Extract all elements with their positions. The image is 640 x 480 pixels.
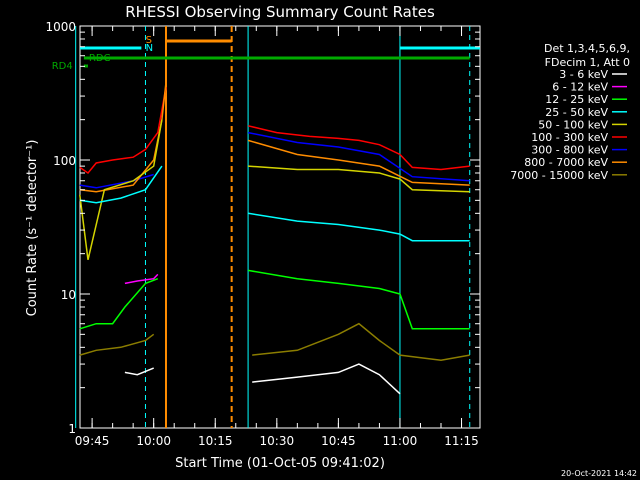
series-line xyxy=(247,125,470,171)
y-tick-label: 1000 xyxy=(45,20,76,34)
series-line xyxy=(79,165,163,204)
chart-title: RHESSI Observing Summary Count Rates xyxy=(125,3,435,21)
x-tick-label: 10:30 xyxy=(260,434,295,448)
x-tick-label: 11:15 xyxy=(444,434,479,448)
series-line xyxy=(124,367,154,376)
series-line xyxy=(247,269,470,330)
legend-entry-label: 50 - 100 keV xyxy=(538,118,608,131)
x-tick-label: 10:45 xyxy=(321,434,356,448)
legend-entry-label: 7000 - 15000 keV xyxy=(510,169,608,182)
legend-header: Det 1,3,4,5,6,9, xyxy=(544,42,630,55)
series-line xyxy=(79,173,154,189)
x-axis-label: Start Time (01-Oct-05 09:41:02) xyxy=(175,456,385,471)
x-tick-label: 10:15 xyxy=(198,434,233,448)
legend-entry-label: 800 - 7000 keV xyxy=(524,156,608,169)
series-line xyxy=(79,119,163,260)
legend-entry-label: 100 - 300 keV xyxy=(531,131,608,144)
axis-ticks: 1 10 100 1000 09:45 10:00 10:15 10:30 10:45 11:00… xyxy=(45,20,480,448)
flag-label: RDC xyxy=(89,53,111,64)
y-tick-label: 100 xyxy=(53,154,76,168)
y-axis-label: Count Rate (s⁻¹ detector⁻¹) xyxy=(25,140,40,317)
legend-header: FDecim 1, Att 0 xyxy=(545,56,630,69)
plot-area: SN RDC RD4 xyxy=(52,25,481,429)
series-line xyxy=(247,139,470,186)
legend: Det 1,3,4,5,6,9,FDecim 1, Att 03 - 6 keV… xyxy=(510,42,630,182)
series-line xyxy=(124,273,159,285)
legend-entry-label: 300 - 800 keV xyxy=(531,144,608,157)
x-tick-label: 11:00 xyxy=(383,434,418,448)
flag-label: S xyxy=(146,35,152,46)
footer-date: 20-Oct-2021 14:42 xyxy=(561,469,637,478)
legend-entry-label: 3 - 6 keV xyxy=(559,68,608,81)
legend-entry-label: 25 - 50 keV xyxy=(545,106,608,119)
series-line xyxy=(79,86,167,175)
y-tick-label: 10 xyxy=(61,288,76,302)
flag-label: RD4 xyxy=(52,61,73,72)
series-line xyxy=(79,277,159,330)
y-tick-label: 1 xyxy=(68,422,76,436)
series-line xyxy=(247,212,470,242)
series-line xyxy=(79,333,155,356)
series-line xyxy=(248,165,470,193)
flag-label: N xyxy=(146,43,153,54)
legend-entry-label: 6 - 12 keV xyxy=(552,81,608,94)
x-tick-label: 10:00 xyxy=(136,434,171,448)
x-tick-label: 09:45 xyxy=(75,434,110,448)
legend-entry-label: 12 - 25 keV xyxy=(545,93,608,106)
series-line xyxy=(252,322,470,362)
series-line xyxy=(252,363,401,395)
series-line xyxy=(247,131,470,182)
plot-frame xyxy=(79,25,481,429)
